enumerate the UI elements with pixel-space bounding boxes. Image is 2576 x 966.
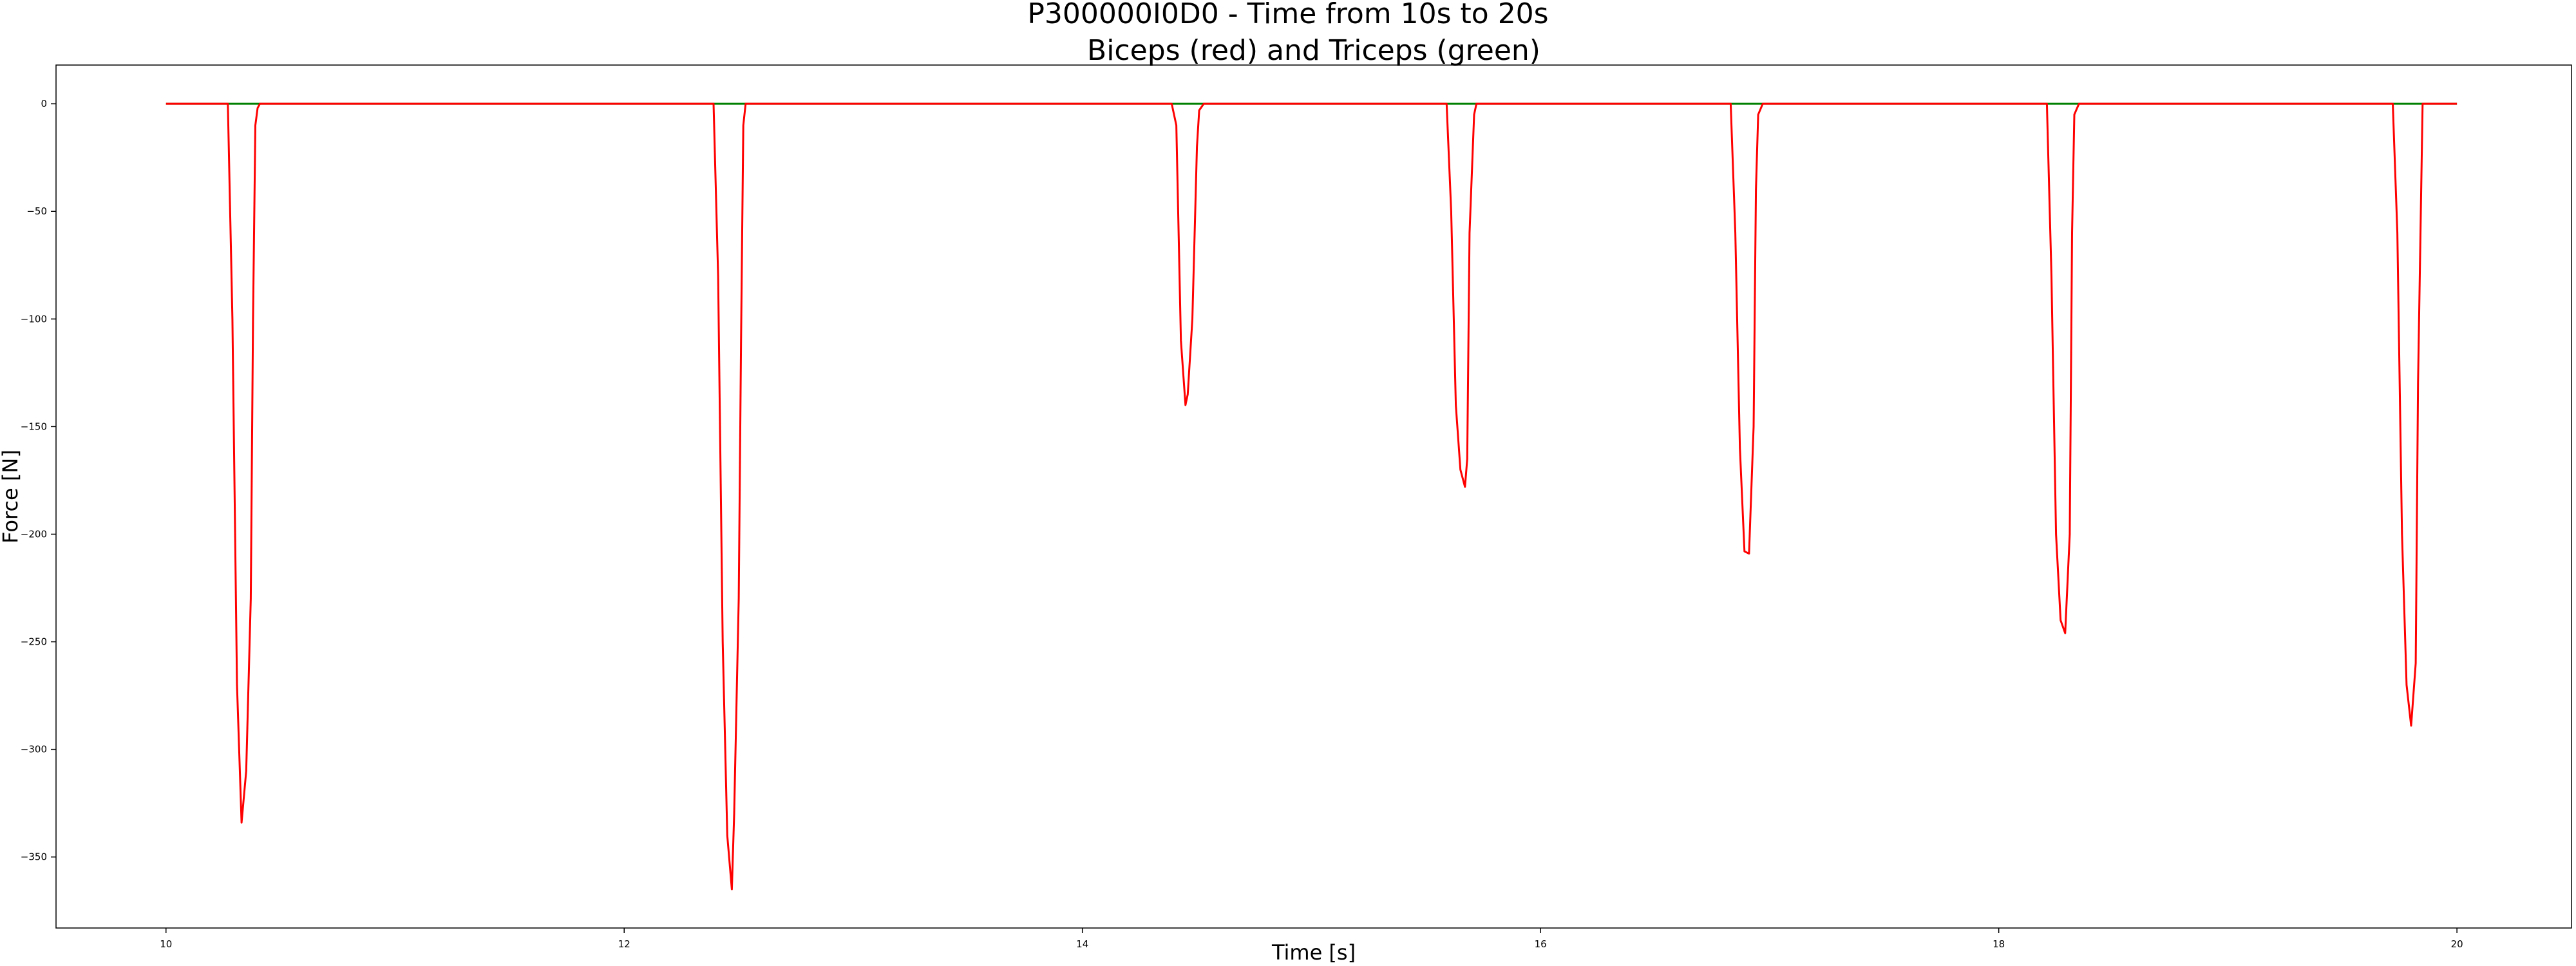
y-tick-label: −200 [21, 528, 47, 540]
series-layer [166, 102, 2458, 891]
y-tick-label: −50 [26, 205, 47, 217]
chart-title: P300000I0D0 - Time from 10s to 20s [1027, 0, 1548, 30]
y-tick-label: −250 [21, 636, 47, 648]
x-tick-label: 20 [2451, 938, 2463, 950]
chart-subtitle: Biceps (red) and Triceps (green) [1087, 34, 1540, 67]
plot-frame [55, 64, 2572, 929]
x-tick-label: 10 [160, 938, 172, 950]
y-tick-label: −350 [21, 851, 47, 863]
x-tick-label: 16 [1535, 938, 1547, 950]
y-tick-label: −150 [21, 421, 47, 432]
y-tick-label: 0 [41, 98, 47, 109]
y-tick-label: −300 [21, 744, 47, 755]
x-axis: 10 12 14 16 18 20 [160, 928, 2463, 950]
x-tick-label: 18 [1993, 938, 2005, 950]
y-axis-label: Force [N] [0, 450, 23, 544]
x-axis-label: Time [s] [1271, 940, 1356, 965]
y-axis: 0 −50 −100 −150 −200 −250 −300 −350 [21, 98, 56, 863]
y-tick-label: −100 [21, 313, 47, 325]
series-line-biceps [166, 102, 2458, 891]
x-tick-label: 14 [1076, 938, 1088, 950]
x-tick-label: 12 [618, 938, 630, 950]
